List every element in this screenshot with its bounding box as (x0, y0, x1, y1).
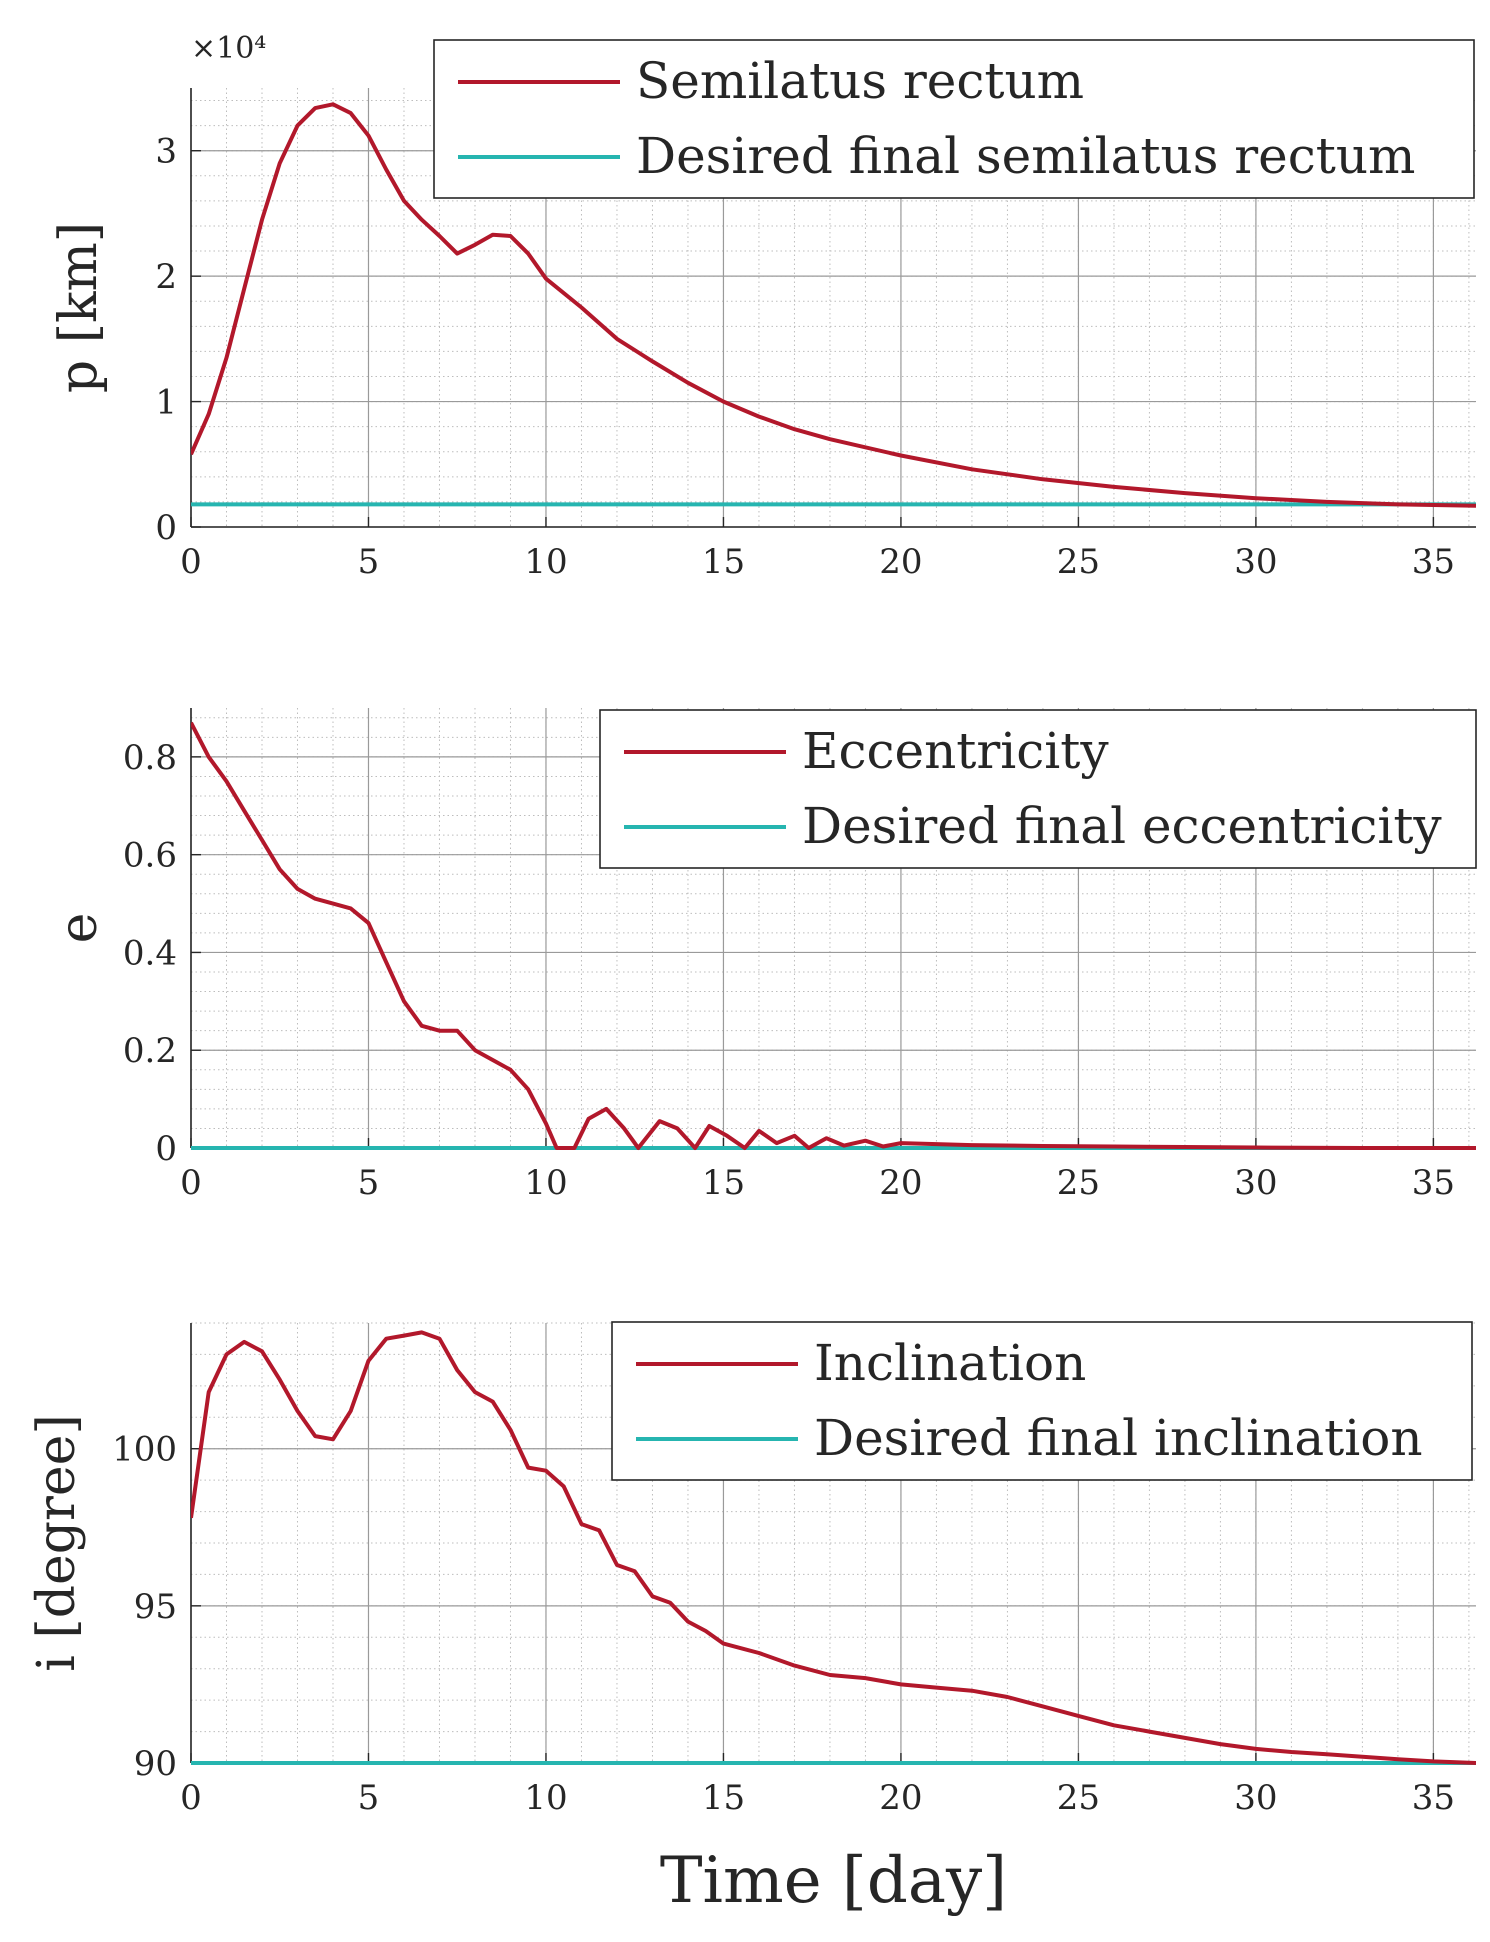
y-tick-label: 0.4 (123, 933, 177, 973)
series-line-inclination-0 (191, 1330, 1476, 1765)
x-tick-label: 15 (702, 1163, 745, 1203)
x-tick-label: 0 (180, 1778, 202, 1818)
legend-box (611, 1321, 1473, 1481)
x-tick-label: 30 (1234, 1163, 1277, 1203)
x-tick-label: 20 (879, 1163, 922, 1203)
x-tick-label: 25 (1057, 542, 1100, 582)
x-tick-label: 30 (1234, 1778, 1277, 1818)
legend-entry: Desired final inclination (814, 1409, 1423, 1467)
y-tick-label: 3 (155, 132, 177, 172)
x-tick-label: 35 (1412, 542, 1455, 582)
y-tick-label: 0 (155, 1129, 177, 1169)
y-tick-label: 100 (112, 1430, 177, 1470)
x-tick-label: 10 (524, 1778, 567, 1818)
legend-box (433, 39, 1475, 199)
x-tick-label: 30 (1234, 542, 1277, 582)
legend-eccentricity: Eccentricity Desired final eccentricity (599, 709, 1477, 869)
y-tick-label: 0.2 (123, 1031, 177, 1071)
x-tick-label: 5 (358, 542, 380, 582)
y-tick-label: 2 (155, 257, 177, 297)
series-line-semilatus-0 (191, 102, 1476, 508)
x-tick-label: 15 (702, 1778, 745, 1818)
legend-inclination: Inclination Desired final inclination (611, 1321, 1473, 1481)
y-axis-label-semilatus: p [km] (49, 222, 109, 393)
y-tick-label: 90 (134, 1744, 177, 1784)
legend-entry: Semilatus rectum (636, 52, 1084, 110)
x-tick-label: 20 (879, 1778, 922, 1818)
legend-semilatus: Semilatus rectum Desired final semilatus … (433, 39, 1475, 199)
panel-semilatus: 0 5 10 15 20 25 30 35 0 1 2 3 ×10⁴ p [km] Semilatus re… (49, 31, 1476, 582)
x-tick-label: 25 (1057, 1778, 1100, 1818)
legend-entry: Desired final eccentricity (802, 797, 1442, 855)
legend-entry: Desired final semilatus rectum (636, 127, 1415, 185)
panel-inclination: 0 5 10 15 20 25 30 35 90 95 100 i [degree] Time [day… (27, 1321, 1476, 1918)
x-tick-label: 10 (524, 1163, 567, 1203)
y-tick-label: 0.8 (123, 738, 177, 778)
x-tick-label: 5 (358, 1163, 380, 1203)
legend-box (599, 709, 1477, 869)
legend-entry: Inclination (814, 1334, 1086, 1392)
x-tick-label: 20 (879, 542, 922, 582)
legend-entry: Eccentricity (802, 722, 1109, 780)
panel-eccentricity: 0 5 10 15 20 25 30 35 0 0.2 0.4 0.6 0.8 e Eccentricity… (49, 708, 1477, 1203)
x-tick-label: 0 (180, 1163, 202, 1203)
series-line-eccentricity-0 (191, 721, 1476, 1150)
x-tick-label: 5 (358, 1778, 380, 1818)
y-tick-label: 0.6 (123, 836, 177, 876)
y-exponent-label: ×10⁴ (191, 31, 266, 66)
x-tick-label: 25 (1057, 1163, 1100, 1203)
x-tick-label: 15 (702, 542, 745, 582)
y-tick-label: 0 (155, 508, 177, 548)
x-tick-label: 0 (180, 542, 202, 582)
y-tick-label: 1 (155, 383, 177, 423)
x-tick-label: 10 (524, 542, 567, 582)
x-axis-label: Time [day] (660, 1844, 1007, 1918)
y-axis-label-eccentricity: e (49, 913, 109, 944)
x-tick-label: 35 (1412, 1778, 1455, 1818)
x-tick-label: 35 (1412, 1163, 1455, 1203)
y-axis-label-inclination: i [degree] (27, 1414, 87, 1672)
y-tick-label: 95 (134, 1587, 177, 1627)
